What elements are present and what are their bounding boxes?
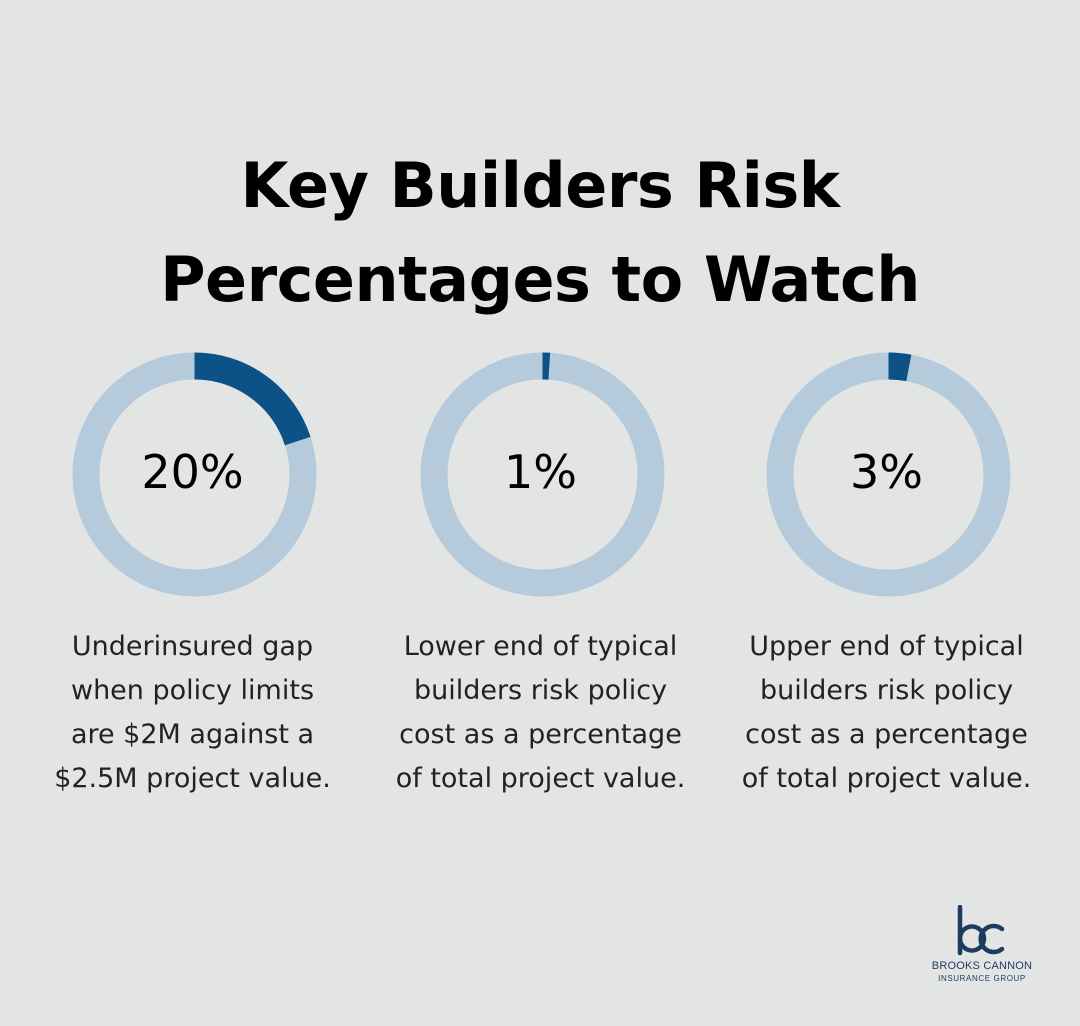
stat-underinsured-gap: 20% Underinsured gap when policy limits … — [20, 352, 365, 801]
description-line: cost as a percentage — [745, 719, 1028, 750]
description-line: Underinsured gap — [71, 631, 314, 662]
donut-value-label: 3% — [850, 445, 923, 499]
description-line: cost as a percentage — [399, 719, 682, 750]
description-line: builders risk policy — [413, 675, 668, 706]
brand-name: BROOKS CANNON — [931, 960, 1033, 972]
page-title: Key Builders Risk Percentages to Watch — [0, 139, 1080, 327]
description-line: Lower end of typical — [403, 631, 678, 662]
donut-value-arc — [766, 352, 1011, 597]
donut-chart: 20% — [20, 352, 365, 597]
title-line-1: Key Builders Risk — [240, 148, 840, 222]
bc-monogram-icon — [957, 905, 1005, 956]
donut-chart: 3% — [714, 352, 1059, 597]
description-line: builders risk policy — [759, 675, 1014, 706]
donut-value-label: 1% — [504, 445, 577, 499]
donut-value-arc — [72, 352, 317, 597]
description-line: Upper end of typical — [749, 631, 1024, 662]
description-line: $2.5M project value. — [54, 763, 331, 794]
description-line: when policy limits — [70, 675, 315, 706]
description-line: of total project value. — [741, 763, 1032, 794]
brand-subtitle: INSURANCE GROUP — [938, 974, 1026, 983]
stat-description: Upper end of typical builders risk polic… — [714, 625, 1059, 801]
donut-svg — [420, 352, 665, 597]
donut-value-arc — [420, 352, 665, 597]
stat-description: Lower end of typical builders risk polic… — [368, 625, 713, 801]
donut-svg — [72, 352, 317, 597]
donut-value-label: 20% — [141, 445, 244, 499]
donut-svg — [766, 352, 1011, 597]
stat-policy-cost-high: 3% Upper end of typical builders risk po… — [714, 352, 1059, 801]
description-line: are $2M against a — [70, 719, 315, 750]
description-line: of total project value. — [395, 763, 686, 794]
title-line-2: Percentages to Watch — [160, 242, 920, 316]
stat-description: Underinsured gap when policy limits are … — [20, 625, 365, 801]
brand-logo: BROOKS CANNON INSURANCE GROUP — [922, 905, 1042, 995]
stat-policy-cost-low: 1% Lower end of typical builders risk po… — [368, 352, 713, 801]
donut-chart: 1% — [368, 352, 713, 597]
